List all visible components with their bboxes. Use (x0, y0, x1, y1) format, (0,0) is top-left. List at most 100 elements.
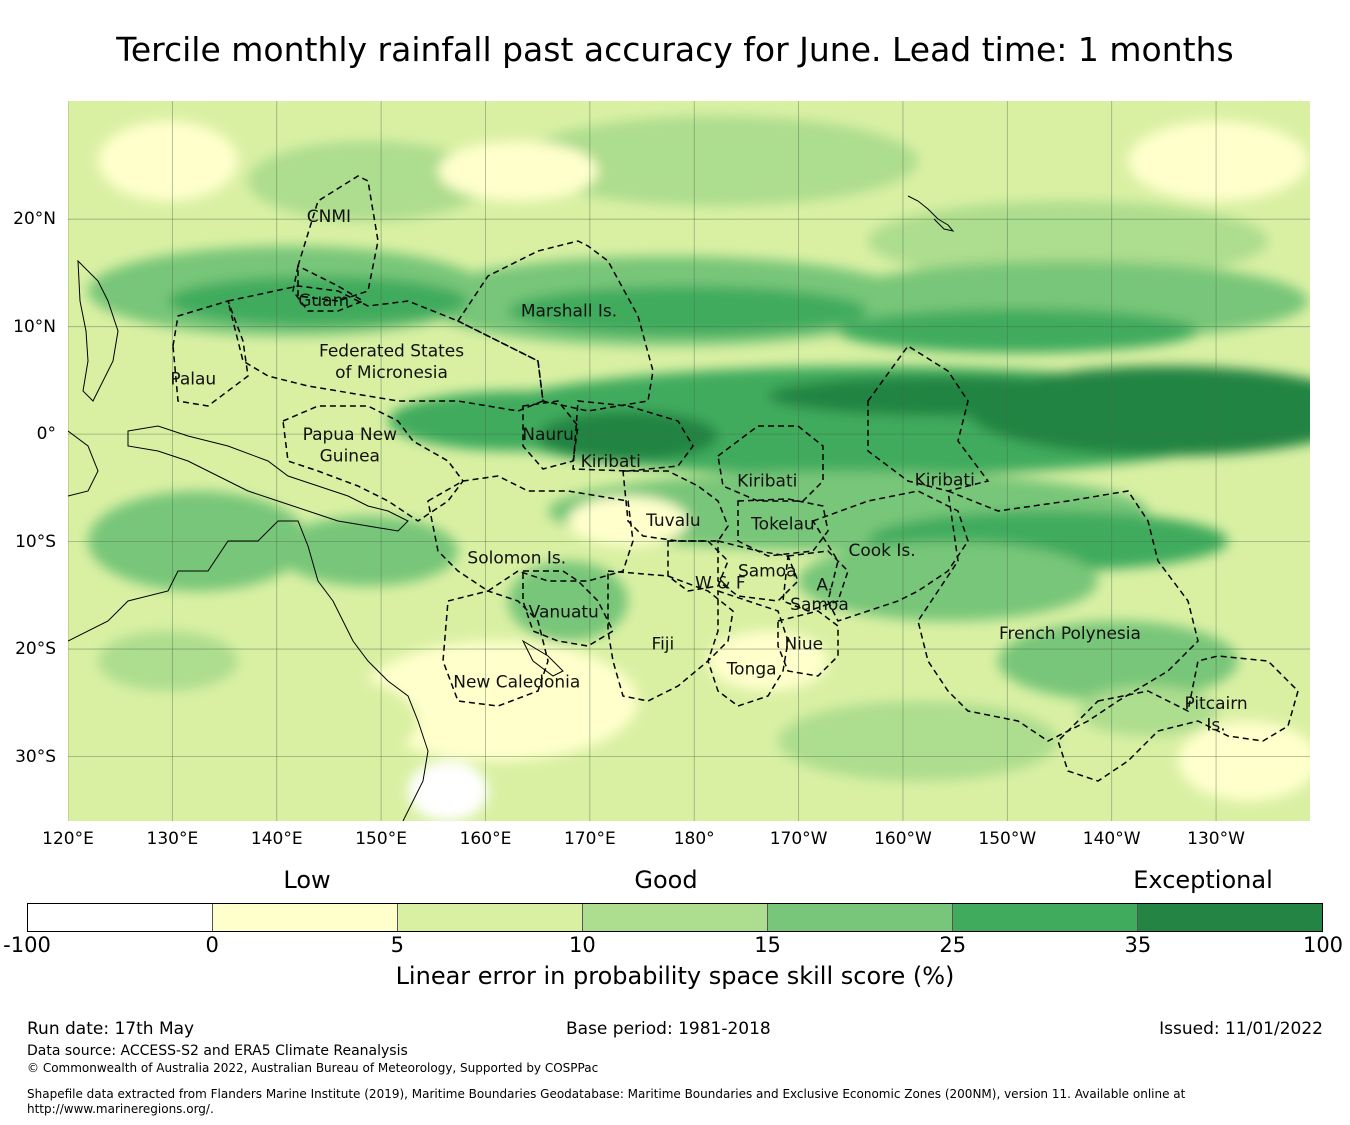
coastlines (68, 195, 955, 821)
eez-vanuatu (522, 570, 614, 647)
region-label: Guam (298, 291, 349, 311)
region-label: Solomon Is. (467, 549, 566, 569)
region-label: Papua New (303, 425, 397, 445)
colorbar-bin (212, 904, 397, 931)
x-tick-label: 150°E (355, 829, 407, 849)
colorbar (27, 903, 1323, 932)
copyright: © Commonwealth of Australia 2022, Austra… (27, 1061, 599, 1075)
eez-png (282, 405, 464, 522)
region-label: Tonga (726, 659, 777, 679)
region-label: A. (816, 576, 833, 596)
colorbar-tick-label: 15 (754, 933, 781, 957)
region-label: Fiji (652, 635, 675, 655)
eez-tonga (707, 589, 789, 707)
shapefile-credit: Shapefile data extracted from Flanders M… (27, 1087, 1186, 1101)
region-label: Kiribati (737, 471, 797, 491)
eez-cook (811, 490, 969, 622)
region-label: Cook Is. (848, 541, 915, 561)
eez-cnmi (297, 175, 379, 302)
run-date: Run date: 17th May (27, 1019, 195, 1039)
australia-coast (68, 520, 429, 821)
x-tick-label: 170°W (769, 829, 828, 849)
eez-kiribati-phoenix (717, 425, 824, 502)
colorbar-tick-label: -100 (3, 933, 51, 957)
colorbar-bin (28, 904, 212, 931)
region-label: Tokelau (750, 514, 815, 534)
colorbar-tick-label: 5 (390, 933, 404, 957)
eez-fiji (607, 570, 734, 702)
x-tick-label: 160°W (874, 829, 932, 849)
eez-french-polynesia (917, 489, 1199, 742)
x-tick-label: 180° (673, 829, 715, 849)
colorbar-bin (1137, 904, 1322, 931)
y-tick-label: 20°S (15, 639, 56, 660)
eez-niue (777, 610, 839, 677)
base-period: Base period: 1981-2018 (566, 1019, 771, 1039)
region-label: CNMI (307, 207, 351, 227)
eez-boundaries (172, 175, 1299, 782)
region-label: Marshall Is. (521, 302, 617, 322)
eez-marshall (456, 240, 654, 412)
colorbar-tick-label: 0 (205, 933, 219, 957)
new-guinea-coast (127, 425, 409, 532)
eez-kiribati-line (867, 344, 990, 492)
colorbar-tick-label: 35 (1124, 933, 1152, 957)
region-label: Federated States (319, 341, 464, 361)
eez-am-samoa (782, 550, 849, 612)
y-tick-label: 10°N (13, 316, 56, 337)
hawaii-coast (907, 195, 955, 232)
eez-guam (292, 264, 365, 312)
eez-tokelau (737, 498, 829, 557)
region-label: Is. (1206, 715, 1225, 735)
data-source: Data source: ACCESS-S2 and ERA5 Climate … (27, 1043, 408, 1059)
colorbar-bin (582, 904, 767, 931)
eez-nauru (522, 400, 579, 470)
eez-fsm (227, 285, 544, 412)
region-label: Guinea (320, 447, 380, 467)
region-label: of Micronesia (335, 363, 448, 383)
eez-solomon (427, 475, 634, 592)
issued-date: Issued: 11/01/2022 (1159, 1019, 1323, 1039)
region-label: Samoa (738, 562, 797, 582)
borneo-coast (68, 430, 99, 497)
eez-samoa (717, 540, 799, 602)
eez-tuvalu (622, 470, 729, 542)
region-label: Vanuatu (529, 602, 599, 622)
x-tick-label: 170°E (563, 829, 616, 849)
eez-palau (172, 300, 249, 407)
region-label: New Caledonia (453, 672, 580, 692)
region-label: French Polynesia (999, 624, 1141, 644)
colorbar-tick-label: 25 (939, 933, 967, 957)
x-tick-label: 160°E (459, 829, 512, 849)
y-tick-label: 20°N (13, 209, 56, 230)
shapefile-url[interactable]: http://www.marineregions.org/. (27, 1102, 214, 1116)
philippines-coast (77, 259, 119, 402)
eez-pitcairn (1057, 655, 1299, 782)
skill-field (88, 116, 1310, 821)
colorbar-bin (397, 904, 582, 931)
x-tick-label: 130°W (1187, 829, 1245, 849)
colorbar-bin (952, 904, 1137, 931)
colorbar-tick-label: 10 (569, 933, 596, 957)
colorbar-title: Linear error in probability space skill … (395, 962, 955, 990)
region-label: W & F (695, 573, 746, 593)
colorbar-bin (767, 904, 952, 931)
y-tick-label: 30°S (15, 746, 56, 767)
colorbar-tick-label: 100 (1302, 933, 1344, 957)
new-caledonia-coast (521, 639, 564, 677)
x-tick-label: 150°W (978, 829, 1037, 849)
region-label: Niue (784, 635, 823, 655)
legend-category-low: Low (283, 866, 331, 894)
x-tick-label: 140°E (250, 829, 303, 849)
legend-category-good: Good (634, 866, 698, 894)
x-tick-label: 130°E (146, 829, 199, 849)
eez-kiribati-gilbert (572, 400, 694, 472)
y-tick-label: 10°S (15, 531, 56, 552)
region-label: Samoa (790, 595, 849, 615)
region-label: Nauru (522, 425, 574, 445)
region-label: Kiribati (915, 470, 975, 490)
chart-title: Tercile monthly rainfall past accuracy f… (116, 30, 1234, 69)
region-label: Palau (170, 369, 216, 389)
